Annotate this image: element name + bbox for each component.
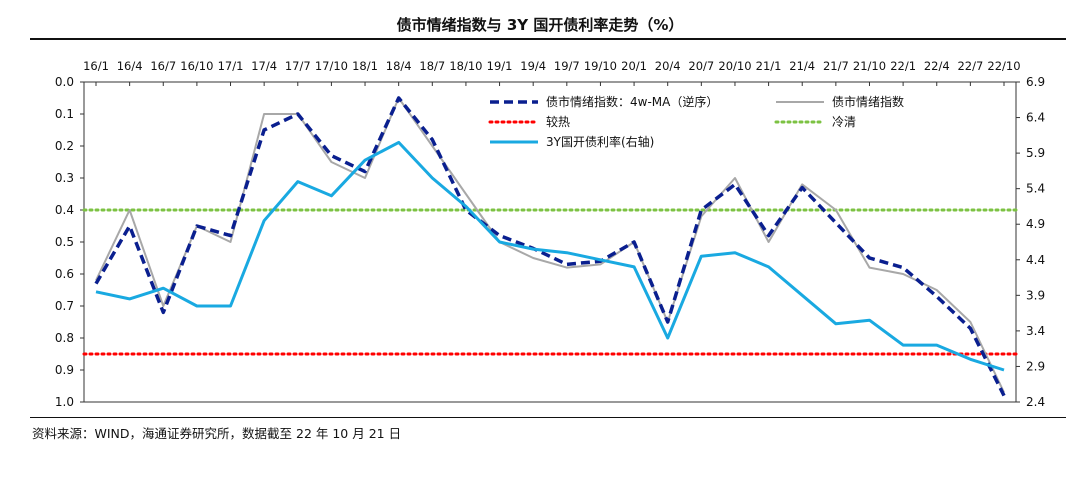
left-tick-label: 0.5 (55, 235, 74, 249)
x-tick-label: 17/10 (315, 59, 348, 73)
x-tick-label: 21/10 (853, 59, 886, 73)
right-tick-label: 2.4 (1026, 395, 1045, 409)
x-tick-label: 16/7 (150, 59, 176, 73)
series-line-3y-yield (95, 140, 1005, 372)
right-tick-label: 6.9 (1026, 75, 1045, 89)
right-tick-label: 3.4 (1026, 324, 1045, 338)
x-tick-label: 22/4 (924, 59, 950, 73)
x-tick-label: 17/4 (251, 59, 277, 73)
legend-label-yield: 3Y国开债利率(右轴) (546, 134, 654, 149)
x-tick-label: 18/7 (419, 59, 445, 73)
left-tick-label: 0.6 (55, 267, 74, 281)
x-tick-label: 18/1 (352, 59, 378, 73)
x-tick-label: 21/7 (823, 59, 849, 73)
source-note: 资料来源：WIND，海通证券研究所，数据截至 22 年 10 月 21 日 (32, 426, 402, 441)
legend-label-ma: 债市情绪指数：4w-MA（逆序） (546, 94, 718, 109)
right-tick-label: 3.9 (1026, 288, 1045, 302)
left-tick-label: 0.4 (55, 203, 74, 217)
right-tick-label: 2.9 (1026, 359, 1045, 373)
x-tick-label: 19/1 (487, 59, 513, 73)
x-tick-label: 20/7 (688, 59, 714, 73)
left-tick-label: 1.0 (55, 395, 74, 409)
x-tick-label: 17/1 (218, 59, 244, 73)
left-tick-label: 0.8 (55, 331, 74, 345)
legend-label-cold: 冷清 (832, 115, 856, 129)
x-tick-label: 19/7 (554, 59, 580, 73)
x-tick-label: 20/4 (655, 59, 681, 73)
left-tick-label: 0.3 (55, 171, 74, 185)
x-tick-label: 17/7 (285, 59, 311, 73)
left-tick-label: 0.9 (55, 363, 74, 377)
left-tick-label: 0.0 (55, 75, 74, 89)
legend-label-hot: 较热 (546, 114, 570, 129)
right-tick-label: 4.4 (1026, 253, 1045, 267)
x-tick-label: 16/10 (180, 59, 213, 73)
title-rule (30, 38, 1066, 40)
x-tick-label: 19/10 (584, 59, 617, 73)
footer-rule (30, 417, 1066, 418)
x-tick-label: 19/4 (520, 59, 546, 73)
left-tick-label: 0.1 (55, 107, 74, 121)
x-tick-label: 21/4 (789, 59, 815, 73)
x-tick-label: 18/4 (386, 59, 412, 73)
legend-label-index: 债市情绪指数 (832, 94, 904, 109)
x-tick-label: 22/7 (957, 59, 983, 73)
left-tick-label: 0.2 (55, 139, 74, 153)
right-tick-label: 6.4 (1026, 111, 1045, 125)
x-tick-label: 20/10 (718, 59, 751, 73)
series-line-sentiment-ma (94, 96, 1006, 397)
x-tick-label: 20/1 (621, 59, 647, 73)
x-tick-label: 22/10 (987, 59, 1020, 73)
chart-title: 债市情绪指数与 3Y 国开债利率走势（%） (396, 16, 684, 34)
x-tick-label: 22/1 (890, 59, 916, 73)
x-tick-label: 18/10 (449, 59, 482, 73)
x-tick-label: 16/4 (117, 59, 143, 73)
right-tick-label: 5.9 (1026, 146, 1045, 160)
left-tick-label: 0.7 (55, 299, 74, 313)
x-tick-label: 21/1 (756, 59, 782, 73)
right-tick-label: 5.4 (1026, 182, 1045, 196)
x-tick-label: 16/1 (83, 59, 109, 73)
line-chart: 16/1 16/4 16/7 16/10 17/1 17/4 17/7 17/10 18/1 18… (55, 59, 1045, 409)
right-tick-label: 4.9 (1026, 217, 1045, 231)
